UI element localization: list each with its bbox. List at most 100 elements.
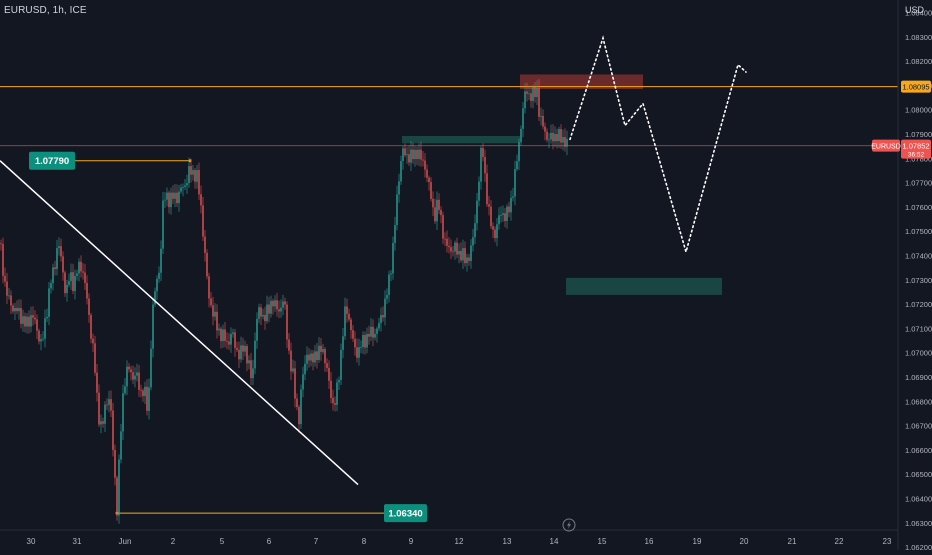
price-tick-label: 1.08200 [905,57,932,66]
candle-body [394,225,396,243]
low-price-label[interactable]: 1.06340 [384,504,427,523]
current-price-text: 1.07852 [902,141,929,150]
candle-body [346,306,348,314]
time-tick-label: 13 [503,537,512,546]
candle-body [84,272,86,283]
candle-body [476,200,478,224]
projection-path[interactable] [569,35,747,255]
candle-body [418,149,420,159]
candle-body [506,206,508,221]
candle-body [370,326,372,337]
candle-body [116,477,118,516]
candle-body [502,213,504,216]
candle-body [432,198,434,208]
candle-body [100,421,102,425]
candle-body [380,315,382,323]
drawings-layer [0,35,747,486]
time-tick-label: 2 [171,537,176,546]
candle-body [210,298,212,306]
candle-body [334,403,336,405]
demand-zone[interactable] [566,277,722,295]
candle-body [218,328,220,331]
candle-body [460,250,462,261]
candle-body [56,248,58,270]
candle-body [256,318,258,341]
candle-body [140,389,142,391]
candle-body [358,347,360,358]
price-tick-label: 1.07100 [905,324,932,333]
current-symbol-tag[interactable]: EURUSD [871,139,901,152]
candle-body [292,368,294,372]
price-tick-label: 1.07200 [905,300,932,309]
candle-body [8,295,10,297]
candle-body [480,147,482,182]
lightning-icon[interactable] [562,518,576,532]
candle-body [326,363,328,368]
supply-zone[interactable] [520,74,643,90]
candle-body [562,137,564,143]
candle-body [258,307,260,319]
candle-body [440,209,442,216]
candle-body [28,316,30,327]
candle-body [222,329,224,342]
candle-body [14,308,16,312]
candle-body [276,300,278,310]
candle-body [104,404,106,424]
candle-body [530,93,532,101]
candle-body [268,304,270,314]
price-tick-label: 1.07600 [905,203,932,212]
candle-body [468,257,470,261]
time-tick-label: 19 [693,537,702,546]
candle-body [98,392,100,425]
candle-body [298,407,300,425]
breakout-zone[interactable] [402,135,520,144]
candle-body [404,148,406,156]
candle-body [16,308,18,312]
candle-body [516,161,518,170]
candle-body [526,91,528,94]
candle-body [34,317,36,320]
trendline[interactable] [0,160,359,486]
current-price-tag[interactable]: 1.07852 36:52 [901,139,931,159]
resistance-price-tag[interactable]: 1.08095 [901,80,931,93]
candle-body [544,126,546,132]
lines-layer [0,86,898,515]
candle-body [72,272,74,291]
candle-body [310,353,312,361]
candle-body [18,307,20,312]
candle-body [114,449,116,478]
candle-body [172,192,174,199]
candle-body [182,186,184,188]
candle-body [500,215,502,216]
candle-body [384,298,386,318]
price-tick-label: 1.06700 [905,422,932,431]
candle-body [430,182,432,199]
candle-body [478,181,480,201]
candle-body [24,316,26,327]
candle-body [230,333,232,345]
candle-body [42,338,44,340]
candle-body [494,229,496,239]
high-price-label-text: 1.07790 [35,156,69,167]
price-tick-label: 1.07500 [905,227,932,236]
candle-body [534,86,536,97]
candle-body [50,283,52,289]
time-tick-label: 7 [314,537,319,546]
candle-body [102,421,104,424]
price-tick-label: 1.06800 [905,397,932,406]
candle-body [82,271,84,273]
candle-body [352,330,354,339]
candle-body [300,389,302,425]
price-tick-label: 1.06600 [905,446,932,455]
candle-body [328,367,330,381]
high-price-label[interactable]: 1.07790 [29,151,75,170]
symbol-title[interactable]: EURUSD, 1h, ICE [4,5,87,16]
candle-body [110,399,112,411]
candle-body [540,115,542,117]
currency-label: USD [905,5,925,15]
price-tick-label: 1.07900 [905,130,932,139]
candle-body [474,223,476,238]
time-axis[interactable]: 30 31 Jun 2 5 6 7 8 9 12 13 14 15 16 19 20 21 22 23 [27,537,892,546]
